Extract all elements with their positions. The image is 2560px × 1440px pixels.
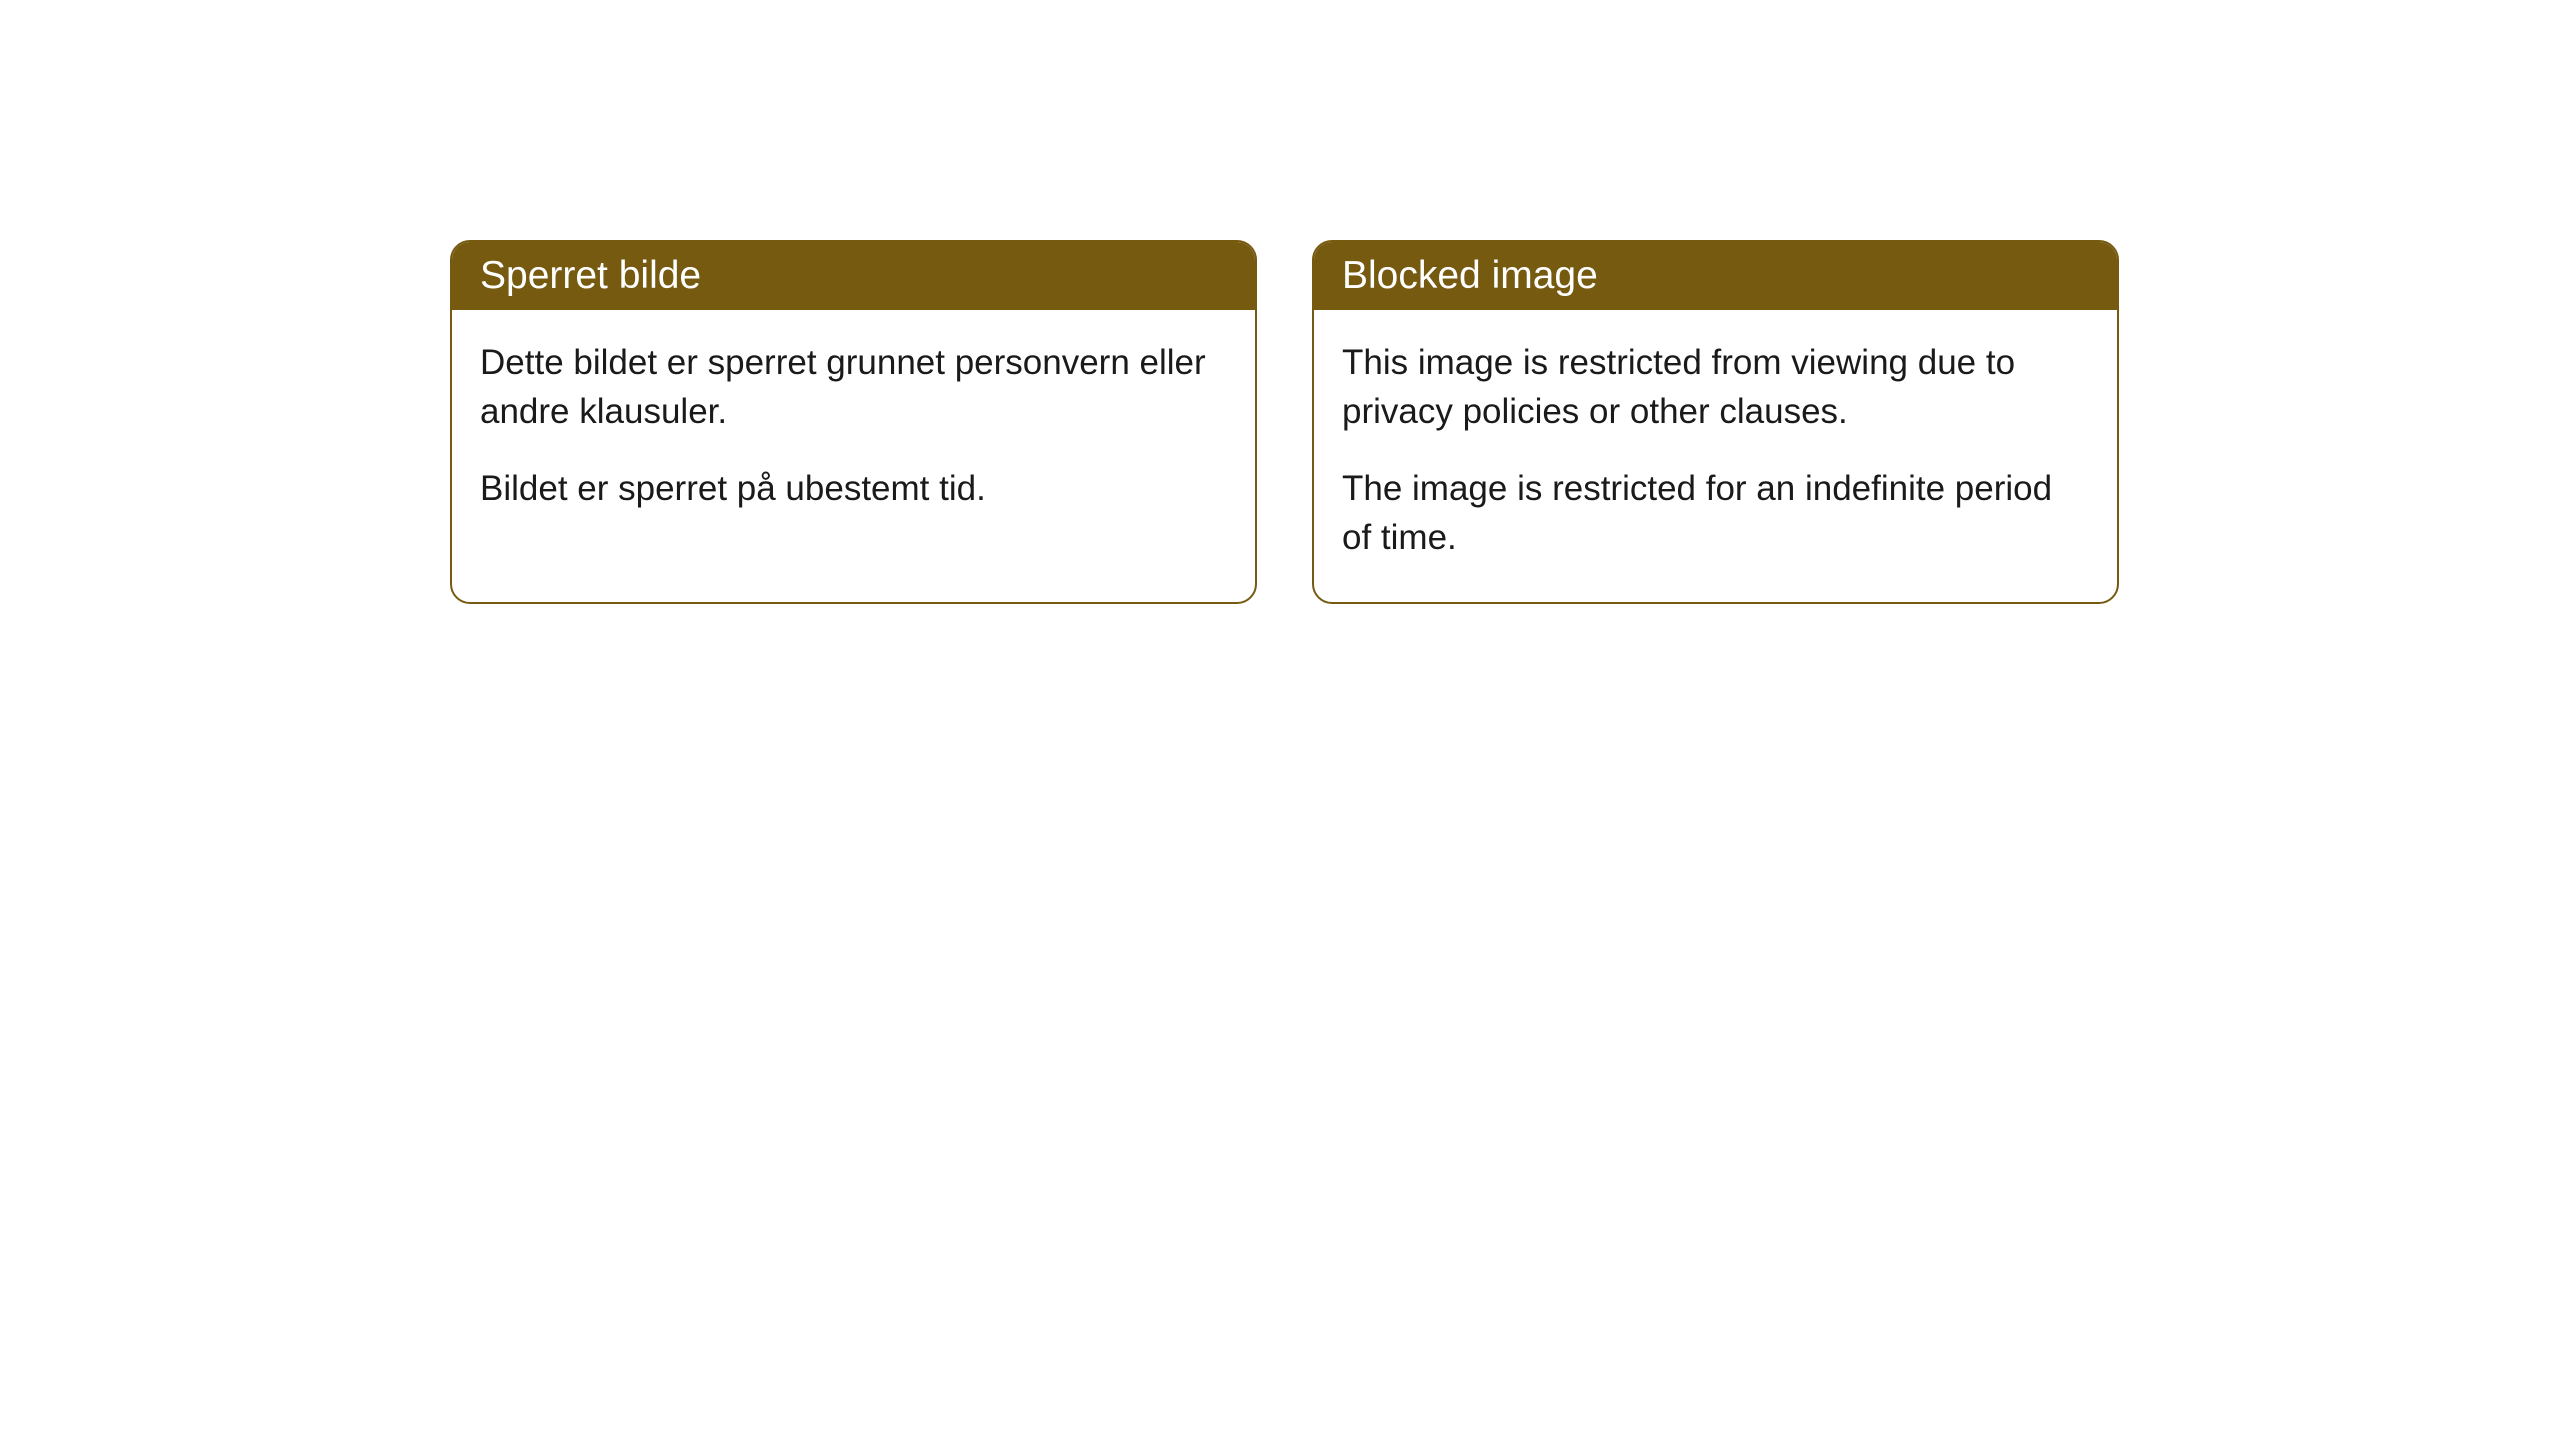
card-paragraph: This image is restricted from viewing du…: [1342, 338, 2089, 436]
card-header-english: Blocked image: [1314, 242, 2117, 310]
blocked-image-card-norwegian: Sperret bilde Dette bildet er sperret gr…: [450, 240, 1257, 604]
card-title: Sperret bilde: [480, 254, 701, 297]
card-title: Blocked image: [1342, 254, 1598, 297]
card-body-english: This image is restricted from viewing du…: [1314, 310, 2117, 602]
card-body-norwegian: Dette bildet er sperret grunnet personve…: [452, 310, 1255, 553]
card-paragraph: The image is restricted for an indefinit…: [1342, 464, 2089, 562]
cards-container: Sperret bilde Dette bildet er sperret gr…: [450, 240, 2119, 604]
card-paragraph: Bildet er sperret på ubestemt tid.: [480, 464, 1227, 513]
card-paragraph: Dette bildet er sperret grunnet personve…: [480, 338, 1227, 436]
card-header-norwegian: Sperret bilde: [452, 242, 1255, 310]
blocked-image-card-english: Blocked image This image is restricted f…: [1312, 240, 2119, 604]
